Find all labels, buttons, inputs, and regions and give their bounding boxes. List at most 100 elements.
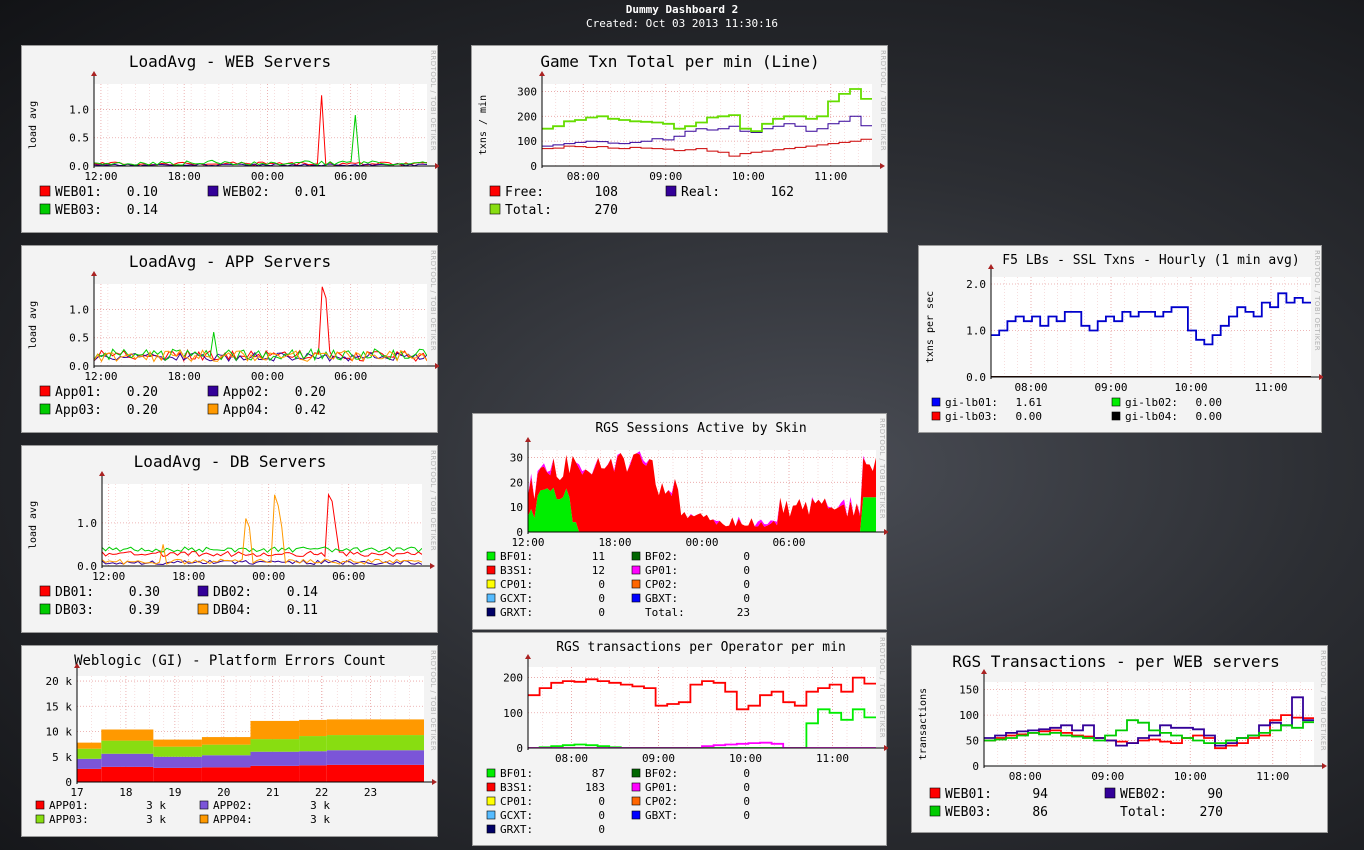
x-tick-label: 18:00 [598,536,631,549]
series-line-b3s1 [528,676,876,711]
y-tick-label: 10 k [46,726,73,739]
legend-value-db03: 0.39 [129,603,160,618]
x-axis-arrow [880,163,885,169]
series-line-app04 [94,349,427,363]
legend-swatch-gp01 [631,565,641,575]
legend-value-b3s1: 183 [585,781,605,794]
game-txn-panel[interactable]: Game Txn Total per min (Line) RRDTOOL / T… [471,45,888,233]
x-tick-label: 00:00 [685,536,718,549]
legend-label-gcxt: GCXT: [500,592,533,605]
x-tick-label: 09:00 [642,752,675,765]
y-tick-label: 0.5 [69,132,89,145]
legend-value-total: 23 [737,606,750,619]
app-chart: LoadAvg - APP Servers RRDTOOL / TOBI OETI… [28,250,439,418]
weblogic-chart: Weblogic (GI) - Platform Errors Count RRD… [35,650,437,826]
x-tick-label: 18:00 [168,170,201,183]
legend-label-gi-lb02: gi-lb02: [1125,396,1178,409]
legend-label-app02: APP02: [213,799,253,812]
f5-ssl-panel[interactable]: F5 LBs - SSL Txns - Hourly (1 min avg) RR… [918,245,1323,433]
x-tick-label: 08:00 [1009,770,1042,783]
area-segment-app03 [299,736,327,752]
y-axis-arrow [74,663,80,668]
y-tick-label: 300 [517,85,537,98]
loadavg-web-panel[interactable]: LoadAvg - WEB Servers RRDTOOL / TOBI OETI… [21,45,439,233]
legend-label-grxt: GRXT: [500,823,533,836]
rgs-operator-panel[interactable]: RGS transactions per Operator per min RRD… [472,632,888,846]
legend-label-app03: App03: [55,403,102,418]
plot-area [102,484,422,566]
series-group [528,676,876,748]
legend-swatch-app04 [199,814,209,824]
legend-value-total: 270 [595,203,618,218]
legend-label-grxt: GRXT: [500,606,533,619]
x-tick-label: 00:00 [252,570,285,583]
area-segment-app04 [299,719,327,737]
legend-value-db01: 0.30 [129,585,160,600]
rgs-sessions-panel[interactable]: RGS Sessions Active by Skin RRDTOOL / TOB… [472,413,888,630]
dashboard-created: Created: Oct 03 2013 11:30:16 [585,17,779,30]
x-tick-label: 23 [364,786,377,799]
legend-value-bf02: 0 [743,550,750,563]
y-tick-label: 0 [65,776,72,789]
y-tick-label: 150 [959,684,979,697]
y-axis-label: transactions [918,688,929,760]
legend-label-gbxt: GBXT: [645,809,678,822]
legend-value-web01: 0.10 [127,185,158,200]
legend-label-app04: App04: [223,403,270,418]
y-tick-label: 0.0 [69,160,89,173]
loadavg-db-panel[interactable]: LoadAvg - DB Servers RRDTOOL / TOBI OETIK… [21,445,438,633]
x-axis-arrow [435,363,439,369]
legend-swatch-b3s1 [486,565,496,575]
area-segment-app01 [77,768,102,782]
legend-label-cp02: CP02: [645,795,678,808]
area-segment-app04 [77,742,102,749]
legend-label-real: Real: [681,185,720,200]
legend-swatch-grxt [486,824,496,834]
legend-value-gi-lb01: 1.61 [1016,396,1043,409]
legend-label-gbxt: GBXT: [645,592,678,605]
x-axis-arrow [1319,374,1323,380]
legend-label-app01: APP01: [49,799,89,812]
legend-swatch-app04 [207,403,219,415]
legend-value-gp01: 0 [743,781,750,794]
legend-label-app01: App01: [55,385,102,400]
x-tick-label: 11:00 [1254,381,1287,394]
legend-label-web01: WEB01: [55,185,102,200]
chart-title: Game Txn Total per min (Line) [540,52,819,71]
legend-label-web02: WEB02: [1120,787,1167,802]
series-line-real [542,115,872,147]
legend-value-app01: 3 k [146,799,166,812]
rrdtool-credit: RRDTOOL / TOBI OETIKER [1313,250,1321,351]
dashboard-header: Dummy Dashboard 2 Created: Oct 03 2013 1… [0,3,1364,31]
area-segment-app01 [101,766,154,782]
x-tick-label: 12:00 [511,536,544,549]
legend-label-gp01: GP01: [645,781,678,794]
rgs-web-panel[interactable]: RGS Transactions - per WEB servers RRDTOO… [911,645,1328,833]
area-segment-app03 [153,746,202,757]
legend-label-gi-lb04: gi-lb04: [1125,410,1178,423]
legend-value-cp01: 0 [598,795,605,808]
legend-value-web03: 86 [1032,805,1048,820]
y-axis-label: txns per sec [925,291,936,363]
x-tick-label: 00:00 [251,170,284,183]
legend-swatch-bf01 [486,768,496,778]
loadavg-app-panel[interactable]: LoadAvg - APP Servers RRDTOOL / TOBI OETI… [21,245,439,433]
y-axis-arrow [988,264,994,269]
x-tick-label: 18:00 [172,570,205,583]
x-tick-label: 22 [315,786,328,799]
legend-swatch-gp01 [631,782,641,792]
y-tick-label: 1.0 [69,103,89,116]
y-tick-label: 20 k [46,675,73,688]
weblogic-errors-panel[interactable]: Weblogic (GI) - Platform Errors Count RRD… [21,645,438,837]
x-axis-arrow [1322,763,1327,769]
series-group [94,286,427,363]
legend-value-app01: 0.20 [127,385,158,400]
series-group [984,696,1314,750]
legend-label-gp01: GP01: [645,564,678,577]
legend-value-app03: 0.20 [127,403,158,418]
rrdtool-credit: RRDTOOL / TOBI OETIKER [878,418,886,519]
area-segment-app01 [201,767,251,782]
y-tick-label: 1.0 [966,324,986,337]
x-tick-label: 09:00 [1094,381,1127,394]
legend-swatch-app02 [199,800,209,810]
